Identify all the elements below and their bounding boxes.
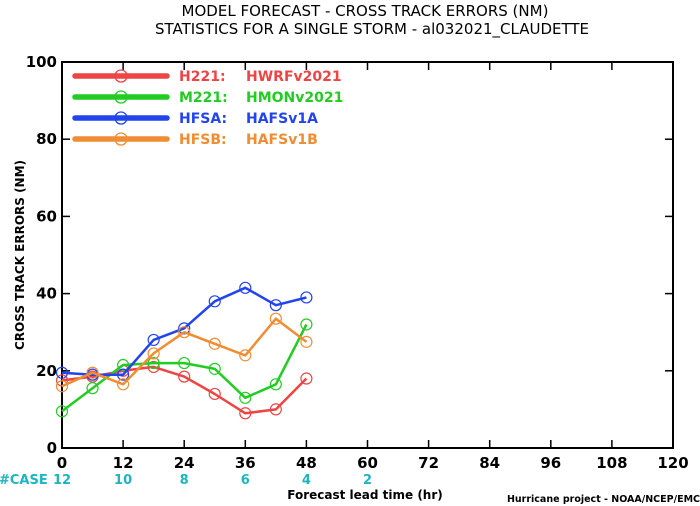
data-point-marker [300,318,313,331]
data-point-marker [178,322,191,335]
data-point-marker [147,356,160,370]
data-point-marker [269,312,282,325]
chart-title: MODEL FORECAST - CROSS TRACK ERRORS (NM) [182,2,549,20]
data-point-marker [208,337,221,350]
legend-series-desc: HWRFv2021 [246,69,342,85]
x-tick-label: 72 [418,454,439,472]
case-count-label: 2 [363,473,372,488]
legend-series-desc: HMONv2021 [246,90,343,106]
case-count-label: 10 [114,473,132,488]
credit-text: Hurricane project - NOAA/NCEP/EMC [507,494,700,505]
data-point-marker [208,362,221,375]
x-tick-label: 108 [596,454,627,472]
data-point-marker [116,378,130,391]
case-count-label: 4 [302,473,311,488]
data-point-marker [116,358,130,372]
series-hafsv1b [55,312,313,393]
data-point-marker [147,360,160,374]
data-point-marker [239,407,252,420]
x-tick-label: 120 [657,454,688,472]
x-tick-label: 48 [296,454,317,472]
series-layer [55,281,313,420]
data-point-marker [178,356,191,370]
series-line [61,286,307,376]
data-point-marker [300,335,313,348]
y-tick-label: 0 [47,439,57,457]
x-tick-label: 24 [174,454,195,472]
data-point-marker [300,291,313,304]
y-tick-label: 80 [36,130,57,148]
data-point-marker [239,349,252,362]
legend-series-desc: HAFSv1B [246,132,318,148]
x-tick-label: 60 [357,454,378,472]
chart-subtitle: STATISTICS FOR A SINGLE STORM - al032021… [155,20,589,39]
data-point-marker [208,295,221,308]
data-point-marker [147,347,160,360]
x-tick-label: 12 [113,454,134,472]
data-point-marker [300,372,313,385]
y-tick-label: 100 [26,53,57,71]
data-point-marker [208,387,221,401]
legend-marker [114,90,128,104]
data-point-marker [239,281,252,294]
series-hmonv2021 [55,318,313,418]
data-point-marker [55,380,69,393]
y-axis-label: CROSS TRACK ERRORS (NM) [13,160,27,350]
data-point-marker [239,391,252,404]
data-point-marker [178,370,191,383]
data-point-marker [269,299,282,312]
x-tick-label: 0 [57,454,67,472]
case-label: #CASE [0,473,48,488]
legend-series-name: HFSB: [179,132,227,148]
data-point-marker [86,366,99,379]
case-count-label: 6 [241,473,250,488]
case-count-label: 8 [180,473,189,488]
legend-marker [114,69,128,83]
data-point-marker [269,403,282,416]
data-point-marker [86,382,99,395]
x-tick-label: 96 [540,454,561,472]
series-hafsv1a [55,281,313,381]
legend-marker [114,132,128,146]
series-line [61,323,308,413]
legend-series-name: M221: [179,90,228,106]
legend-series-desc: HAFSv1A [246,111,318,127]
data-point-marker [55,405,69,418]
legend-marker [114,111,128,125]
y-tick-label: 40 [36,285,57,303]
data-point-marker [116,368,130,381]
data-point-marker [269,378,282,391]
legend-series-name: H221: [179,69,226,85]
x-axis-label: Forecast lead time (hr) [287,488,443,502]
x-tick-label: 36 [235,454,256,472]
data-point-marker [55,366,69,379]
series-line [61,317,308,388]
legend: H221: HWRFv2021 M221: HMONv2021 HFSA: HAFSv1A… [72,69,343,148]
legend-series-name: HFSA: [179,111,227,127]
y-tick-label: 60 [36,207,57,225]
x-tick-label: 84 [479,454,500,472]
case-count-label: 12 [53,473,71,488]
y-tick-label: 20 [36,362,57,380]
data-point-marker [178,326,191,339]
data-point-marker [147,333,160,347]
